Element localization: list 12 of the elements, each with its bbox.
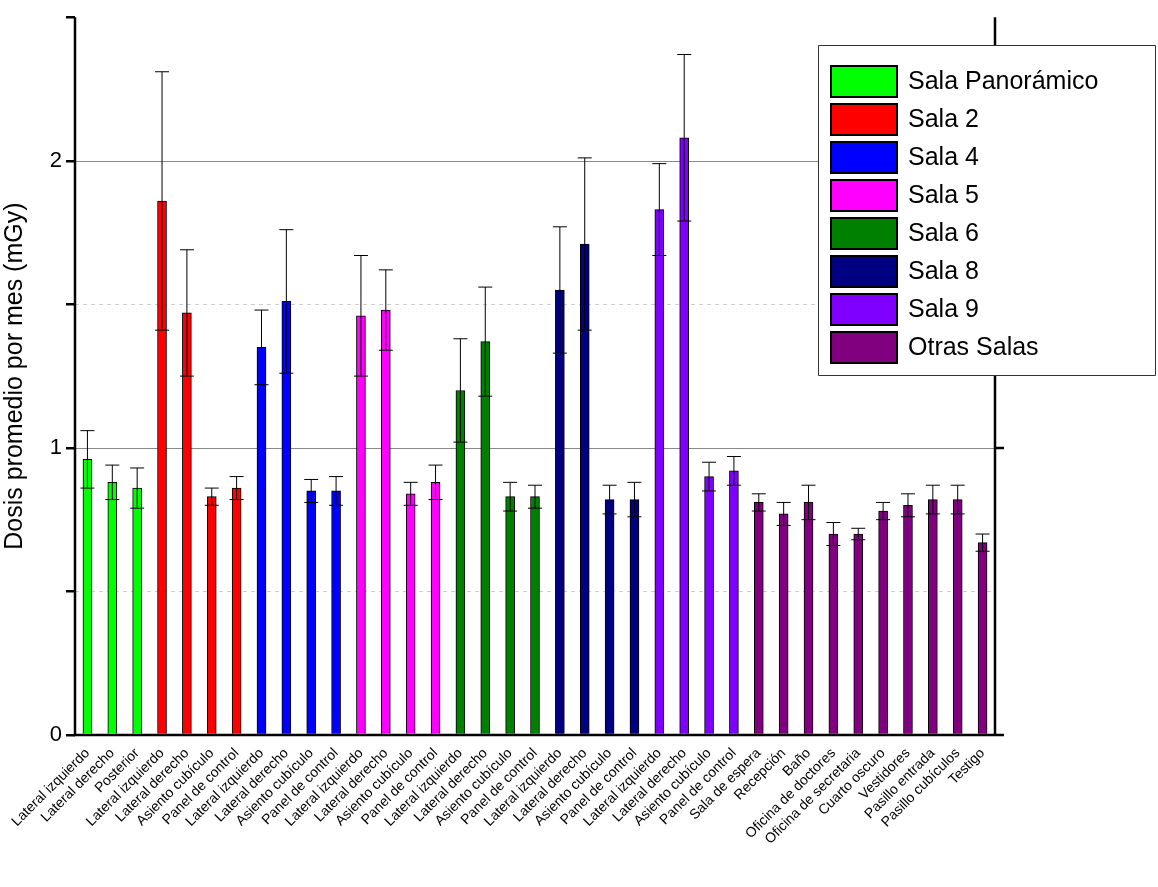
y-axis-title: Dosis promedio por mes (mGy) bbox=[0, 202, 27, 550]
legend-label: Sala 4 bbox=[908, 141, 979, 170]
legend-label: Sala 6 bbox=[908, 217, 979, 246]
legend-label: Sala 5 bbox=[908, 179, 979, 208]
y-tick-label: 1 bbox=[49, 433, 62, 459]
y-tick-label: 0 bbox=[49, 721, 62, 747]
legend-label: Sala 8 bbox=[908, 255, 979, 284]
y-tick-label: 2 bbox=[49, 146, 62, 172]
legend-label: Sala Panorámico bbox=[908, 65, 1099, 94]
legend-label: Otras Salas bbox=[908, 331, 1039, 360]
legend-label: Sala 2 bbox=[908, 103, 979, 132]
legend-label: Sala 9 bbox=[908, 293, 979, 322]
